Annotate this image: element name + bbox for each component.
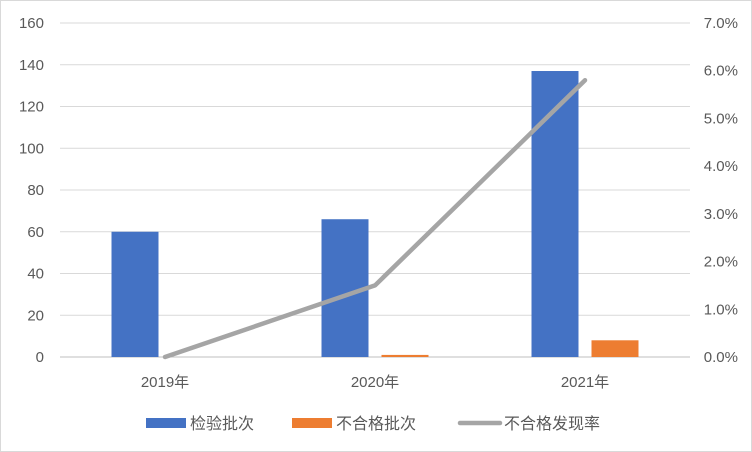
bars (111, 71, 639, 357)
right-axis-tick-label: 5.0% (704, 110, 738, 127)
left-axis-tick-label: 160 (19, 15, 44, 32)
left-axis-ticks: 0 20 40 60 80 100 120 140 160 (19, 15, 44, 366)
x-axis-tick-label: 2020年 (351, 374, 399, 391)
legend-label-2: 不合格发现率 (504, 414, 600, 433)
legend-label-1: 不合格批次 (336, 414, 416, 433)
left-axis-tick-label: 40 (27, 266, 44, 283)
right-axis-tick-label: 0.0% (704, 349, 738, 366)
right-axis-tick-label: 1.0% (704, 301, 738, 318)
right-axis-ticks: 0.0% 1.0% 2.0% 3.0% 4.0% 5.0% 6.0% 7.0% (704, 15, 738, 366)
series-lines (162, 78, 588, 360)
right-axis-tick-label: 7.0% (704, 15, 738, 32)
legend-swatch-0 (146, 418, 186, 428)
left-axis-tick-label: 20 (27, 307, 44, 324)
left-axis-tick-label: 140 (19, 57, 44, 74)
left-axis-tick-label: 60 (27, 224, 44, 241)
bar-inspection-2 (531, 71, 579, 357)
left-axis-tick-label: 100 (19, 140, 44, 157)
x-axis-ticks: 2019年 2020年 2021年 (141, 374, 609, 391)
left-axis-tick-label: 120 (19, 99, 44, 116)
right-axis-tick-label: 4.0% (704, 158, 738, 175)
x-axis-tick-label: 2021年 (561, 374, 609, 391)
right-axis-tick-label: 2.0% (704, 254, 738, 271)
rate-line (162, 78, 588, 360)
right-axis-tick-label: 6.0% (704, 63, 738, 80)
legend: 检验批次 不合格批次 不合格发现率 (146, 414, 600, 433)
bar-inspection-0 (111, 231, 159, 357)
legend-swatch-1 (292, 418, 332, 428)
left-axis-tick-label: 0 (36, 349, 44, 366)
bar-nonconforming-1 (381, 354, 429, 357)
bar-nonconforming-2 (591, 340, 639, 357)
legend-label-0: 检验批次 (190, 414, 254, 433)
x-axis-tick-label: 2019年 (141, 374, 189, 391)
left-axis-tick-label: 80 (27, 182, 44, 199)
right-axis-tick-label: 3.0% (704, 206, 738, 223)
